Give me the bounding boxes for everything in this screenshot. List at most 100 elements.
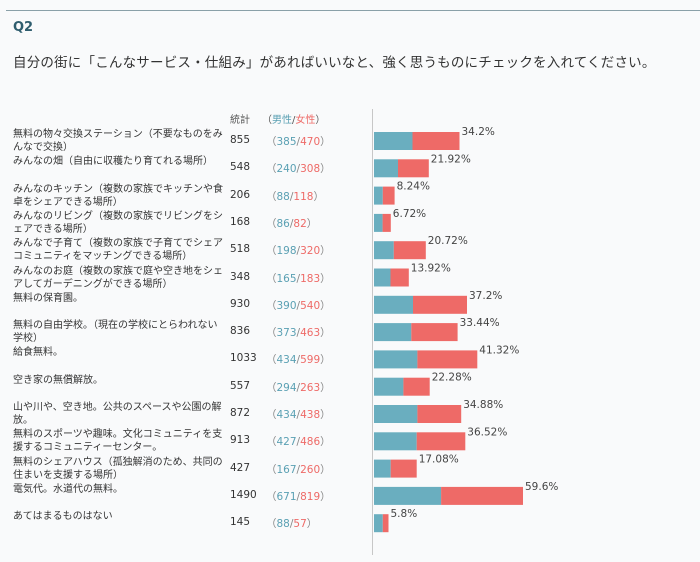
female-bar <box>417 350 478 369</box>
gender-header-close: ） <box>315 115 326 126</box>
split-close-paren: ） <box>320 136 331 148</box>
percent-label: 13.92% <box>411 263 451 275</box>
split-slash: / <box>296 299 301 312</box>
answer-label: 空き家の無償解放。 <box>13 374 103 386</box>
answer-total: 855 <box>230 134 251 146</box>
percent-label: 8.24% <box>397 181 430 193</box>
male-count: 86 <box>276 217 290 230</box>
female-count: 540 <box>300 299 321 312</box>
answer-total: 145 <box>230 516 251 529</box>
split-close-paren: ） <box>320 463 331 476</box>
split-close-paren: ） <box>320 327 331 340</box>
split-slash: / <box>296 490 301 503</box>
answer-total: 557 <box>230 379 251 392</box>
answer-label: みんなの畑（自由に収穫たり育てれる場所） <box>13 156 213 168</box>
split-close-paren: ） <box>306 217 318 230</box>
split-slash: / <box>296 409 301 421</box>
split-open-paren: （ <box>266 490 277 503</box>
answer-gender-split: （671/819） <box>266 489 331 504</box>
male-bar <box>374 241 394 260</box>
split-close-paren: ） <box>306 518 318 531</box>
male-count: 240 <box>276 163 297 176</box>
answer-gender-split: （240/308） <box>266 161 331 176</box>
answer-gender-split: （198/320） <box>266 243 331 258</box>
split-open-paren: （ <box>266 272 277 285</box>
split-open-paren: （ <box>266 409 277 421</box>
male-count: 294 <box>276 381 297 394</box>
female-bar <box>403 377 430 396</box>
male-count: 373 <box>276 327 297 340</box>
answer-label: 山や川や、空き地。公共のスペースや公園の解放。 <box>13 402 222 426</box>
answer-label: みんなのリビング（複数の家族でリビングをシェアできる場所） <box>13 210 223 235</box>
percent-label: 34.88% <box>463 399 503 411</box>
answer-label: みんなで子育て（複数の家族で子育てでシェアコミュニティをマッチングできる場所） <box>13 238 223 263</box>
female-bar <box>417 405 462 423</box>
answer-gender-split: （165/183） <box>266 271 331 286</box>
gender-header: （男性/女性） <box>262 111 325 126</box>
split-slash: / <box>296 463 301 476</box>
split-close-paren: ） <box>320 245 331 258</box>
answer-total: 836 <box>230 325 251 338</box>
split-close-paren: ） <box>320 272 331 285</box>
split-close-paren: ） <box>320 436 331 449</box>
split-slash: / <box>296 436 301 449</box>
female-bar <box>382 186 395 205</box>
female-bar <box>412 132 460 150</box>
female-count: 470 <box>300 136 321 148</box>
split-slash: / <box>296 163 301 176</box>
percent-label: 59.6% <box>525 481 558 493</box>
answer-label: 電気代。水道代の無料。 <box>13 483 123 495</box>
percent-label: 41.32% <box>479 344 519 356</box>
female-count: 57 <box>293 518 307 531</box>
answer-gender-split: （434/599） <box>266 352 331 367</box>
answer-label: 無料のシェアハウス（孤独解消のため、共同の住まいを支援する場所） <box>13 456 223 481</box>
split-slash: / <box>289 217 294 230</box>
female-header: 女性 <box>295 115 316 126</box>
percent-label: 6.72% <box>393 208 426 220</box>
answer-gender-split: （88/57） <box>266 516 317 531</box>
female-count: 260 <box>300 463 321 476</box>
percent-label: 17.08% <box>419 454 459 466</box>
answer-gender-split: （86/82） <box>266 216 317 231</box>
answer-label: 無料の保育園。 <box>13 292 83 304</box>
male-count: 434 <box>276 409 297 421</box>
male-count: 167 <box>276 463 297 476</box>
male-bar <box>374 186 383 205</box>
chart-axis-line <box>372 109 373 555</box>
split-open-paren: （ <box>266 436 277 449</box>
percent-label: 20.72% <box>428 235 468 247</box>
answer-label: みんなのキッチン（複数の家族でキッチンや食卓をシェアできる場所） <box>13 183 223 208</box>
male-bar <box>374 159 398 178</box>
male-count: 88 <box>276 190 290 203</box>
answer-label: 無料のスポーツや趣味。文化コミュニティを支援するコミュニティーセンター。 <box>13 429 223 454</box>
answer-label: みんなのお庭（複数の家族で庭や空き地をシェアしてガーデニングができる場所） <box>13 265 223 290</box>
male-header: 男性 <box>272 115 292 126</box>
female-bar <box>441 486 523 505</box>
answer-gender-split: （390/540） <box>266 298 331 313</box>
split-open-paren: （ <box>266 381 277 394</box>
split-close-paren: ） <box>313 190 324 203</box>
split-open-paren: （ <box>266 518 277 531</box>
answer-label: 給食無料。 <box>13 347 63 359</box>
split-open-paren: （ <box>266 217 277 230</box>
male-bar <box>374 486 442 505</box>
male-bar <box>374 213 383 232</box>
split-open-paren: （ <box>266 245 277 258</box>
percent-label: 34.2% <box>462 126 495 138</box>
answer-label: あてはまるものはない <box>13 511 113 523</box>
answer-total: 206 <box>230 188 251 201</box>
answer-label: 無料の自由学校。（現在の学校にとらわれない学校） <box>13 320 218 345</box>
female-count: 118 <box>293 190 314 203</box>
answer-gender-split: （385/470） <box>266 134 331 149</box>
female-bar <box>411 323 458 342</box>
split-slash: / <box>296 272 301 285</box>
female-count: 819 <box>300 490 321 503</box>
female-count: 486 <box>300 436 321 449</box>
male-count: 198 <box>276 245 297 258</box>
split-close-paren: ） <box>320 381 331 394</box>
female-count: 82 <box>293 217 307 230</box>
female-bar <box>390 268 409 287</box>
answer-gender-split: （434/438） <box>266 407 331 422</box>
split-open-paren: （ <box>266 136 277 148</box>
male-count: 671 <box>276 490 297 503</box>
